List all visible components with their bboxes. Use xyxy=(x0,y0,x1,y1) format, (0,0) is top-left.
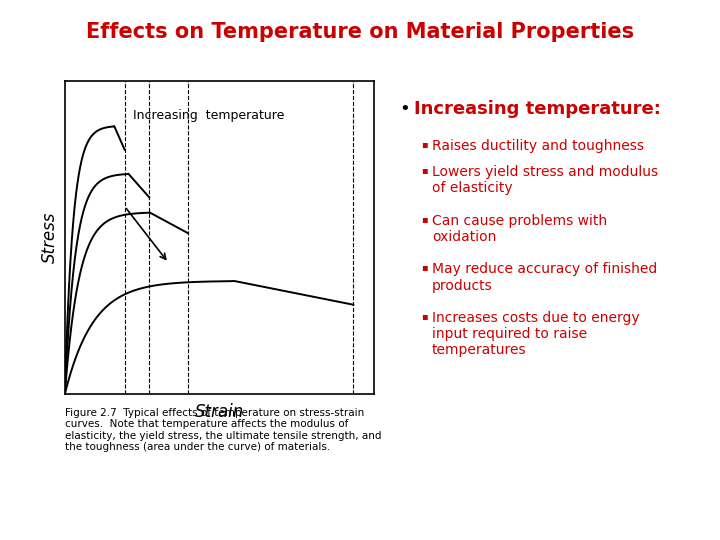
Text: ▪: ▪ xyxy=(421,311,428,321)
Text: Effects on Temperature on Material Properties: Effects on Temperature on Material Prope… xyxy=(86,22,634,42)
X-axis label: Strain: Strain xyxy=(195,402,244,421)
Text: Can cause problems with
oxidation: Can cause problems with oxidation xyxy=(432,214,607,244)
Text: •: • xyxy=(400,100,410,118)
Text: Raises ductility and toughness: Raises ductility and toughness xyxy=(432,139,644,153)
Text: Lowers yield stress and modulus
of elasticity: Lowers yield stress and modulus of elast… xyxy=(432,165,658,195)
Text: ▪: ▪ xyxy=(421,139,428,150)
Text: ▪: ▪ xyxy=(421,214,428,224)
Text: May reduce accuracy of finished
products: May reduce accuracy of finished products xyxy=(432,262,657,293)
Text: ▪: ▪ xyxy=(421,165,428,176)
Text: ▪: ▪ xyxy=(421,262,428,273)
Text: Figure 2.7  Typical effects of temperature on stress-strain
curves.  Note that t: Figure 2.7 Typical effects of temperatur… xyxy=(65,408,382,453)
Text: Increasing temperature:: Increasing temperature: xyxy=(414,100,661,118)
Y-axis label: Stress: Stress xyxy=(41,212,59,264)
Text: Increases costs due to energy
input required to raise
temperatures: Increases costs due to energy input requ… xyxy=(432,311,639,357)
Text: Increasing  temperature: Increasing temperature xyxy=(133,109,284,122)
